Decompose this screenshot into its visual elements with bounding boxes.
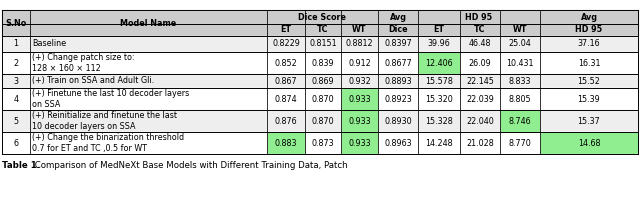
Text: 0.873: 0.873 bbox=[312, 139, 334, 147]
Text: 14.68: 14.68 bbox=[578, 139, 600, 147]
Text: Avg: Avg bbox=[390, 13, 406, 21]
Text: 8.805: 8.805 bbox=[509, 94, 531, 104]
Text: 6: 6 bbox=[13, 139, 19, 147]
Text: 15.52: 15.52 bbox=[577, 76, 600, 85]
Bar bbox=[342, 133, 377, 153]
Bar bbox=[2, 88, 638, 110]
Text: 0.8923: 0.8923 bbox=[384, 94, 412, 104]
Text: 15.578: 15.578 bbox=[425, 76, 453, 85]
Text: WT: WT bbox=[513, 25, 527, 34]
Text: 16.31: 16.31 bbox=[578, 59, 600, 67]
Bar bbox=[2, 132, 638, 154]
Text: HD 95: HD 95 bbox=[465, 13, 493, 21]
Bar bbox=[342, 111, 377, 131]
Text: 22.039: 22.039 bbox=[466, 94, 494, 104]
Text: 3: 3 bbox=[13, 76, 19, 85]
Text: 0.883: 0.883 bbox=[275, 139, 297, 147]
Bar bbox=[268, 133, 304, 153]
Text: 8.746: 8.746 bbox=[509, 117, 531, 126]
Text: Comparison of MedNeXt Base Models with Different Training Data, Patch: Comparison of MedNeXt Base Models with D… bbox=[32, 161, 348, 170]
Text: 15.37: 15.37 bbox=[578, 117, 600, 126]
Text: 0.8930: 0.8930 bbox=[384, 117, 412, 126]
Text: 0.839: 0.839 bbox=[312, 59, 334, 67]
Text: 0.876: 0.876 bbox=[275, 117, 298, 126]
Text: 15.320: 15.320 bbox=[425, 94, 453, 104]
Text: 22.040: 22.040 bbox=[466, 117, 494, 126]
Text: 0.8812: 0.8812 bbox=[346, 39, 373, 49]
Text: 0.870: 0.870 bbox=[312, 117, 334, 126]
Text: HD 95: HD 95 bbox=[575, 25, 603, 34]
Text: 0.8677: 0.8677 bbox=[384, 59, 412, 67]
Text: (+) Change the binarization threshold: (+) Change the binarization threshold bbox=[32, 133, 184, 142]
Text: ET: ET bbox=[433, 25, 445, 34]
Text: Table 1.: Table 1. bbox=[2, 161, 40, 170]
Text: 0.8893: 0.8893 bbox=[384, 76, 412, 85]
Text: Avg: Avg bbox=[580, 13, 598, 21]
Bar bbox=[419, 53, 459, 73]
Text: Model Name: Model Name bbox=[120, 18, 177, 28]
Text: (+) Train on SSA and Adult Gli.: (+) Train on SSA and Adult Gli. bbox=[32, 76, 154, 85]
Bar bbox=[2, 10, 638, 36]
Text: 12.406: 12.406 bbox=[425, 59, 453, 67]
Text: Dice: Dice bbox=[388, 25, 408, 34]
Text: 0.933: 0.933 bbox=[348, 94, 371, 104]
Text: 0.869: 0.869 bbox=[312, 76, 334, 85]
Bar bbox=[501, 111, 539, 131]
Text: 5: 5 bbox=[13, 117, 19, 126]
Text: 0.912: 0.912 bbox=[348, 59, 371, 67]
Bar bbox=[2, 52, 638, 74]
Text: 0.867: 0.867 bbox=[275, 76, 298, 85]
Text: 22.145: 22.145 bbox=[466, 76, 494, 85]
Text: 128 × 160 × 112: 128 × 160 × 112 bbox=[32, 64, 100, 73]
Text: 0.7 for ET and TC ,0.5 for WT: 0.7 for ET and TC ,0.5 for WT bbox=[32, 144, 147, 153]
Text: S.No: S.No bbox=[5, 18, 27, 28]
Text: 15.328: 15.328 bbox=[425, 117, 453, 126]
Bar bbox=[2, 10, 638, 154]
Text: 0.932: 0.932 bbox=[348, 76, 371, 85]
Bar bbox=[2, 74, 638, 88]
Text: TC: TC bbox=[317, 25, 329, 34]
Text: 25.04: 25.04 bbox=[509, 39, 531, 49]
Text: 37.16: 37.16 bbox=[578, 39, 600, 49]
Text: 1: 1 bbox=[13, 39, 19, 49]
Text: 10 decoder layers on SSA: 10 decoder layers on SSA bbox=[32, 122, 136, 131]
Text: WT: WT bbox=[352, 25, 367, 34]
Text: 14.248: 14.248 bbox=[425, 139, 453, 147]
Text: 0.8151: 0.8151 bbox=[309, 39, 337, 49]
Text: 0.874: 0.874 bbox=[275, 94, 298, 104]
Text: 0.8229: 0.8229 bbox=[272, 39, 300, 49]
Text: 0.8963: 0.8963 bbox=[384, 139, 412, 147]
Text: Baseline: Baseline bbox=[32, 39, 66, 49]
Text: 0.933: 0.933 bbox=[348, 117, 371, 126]
Text: 0.933: 0.933 bbox=[348, 139, 371, 147]
Text: 26.09: 26.09 bbox=[468, 59, 492, 67]
Text: 8.833: 8.833 bbox=[509, 76, 531, 85]
Bar bbox=[541, 133, 637, 153]
Text: 21.028: 21.028 bbox=[466, 139, 494, 147]
Text: TC: TC bbox=[474, 25, 486, 34]
Text: 39.96: 39.96 bbox=[428, 39, 451, 49]
Text: (+) Change patch size to:: (+) Change patch size to: bbox=[32, 53, 134, 62]
Text: 2: 2 bbox=[13, 59, 19, 67]
Text: 8.770: 8.770 bbox=[509, 139, 531, 147]
Text: (+) Reinitialize and finetune the last: (+) Reinitialize and finetune the last bbox=[32, 111, 177, 120]
Bar bbox=[342, 89, 377, 109]
Text: 46.48: 46.48 bbox=[468, 39, 492, 49]
Text: 0.8397: 0.8397 bbox=[384, 39, 412, 49]
Text: 10.431: 10.431 bbox=[506, 59, 534, 67]
Text: on SSA: on SSA bbox=[32, 100, 60, 109]
Bar bbox=[2, 36, 638, 52]
Text: 15.39: 15.39 bbox=[578, 94, 600, 104]
Text: Dice Score: Dice Score bbox=[298, 13, 346, 21]
Text: 0.852: 0.852 bbox=[275, 59, 298, 67]
Text: 4: 4 bbox=[13, 94, 19, 104]
Text: 0.870: 0.870 bbox=[312, 94, 334, 104]
Text: (+) Finetune the last 10 decoder layers: (+) Finetune the last 10 decoder layers bbox=[32, 89, 189, 98]
Text: ET: ET bbox=[280, 25, 291, 34]
Bar bbox=[2, 110, 638, 132]
